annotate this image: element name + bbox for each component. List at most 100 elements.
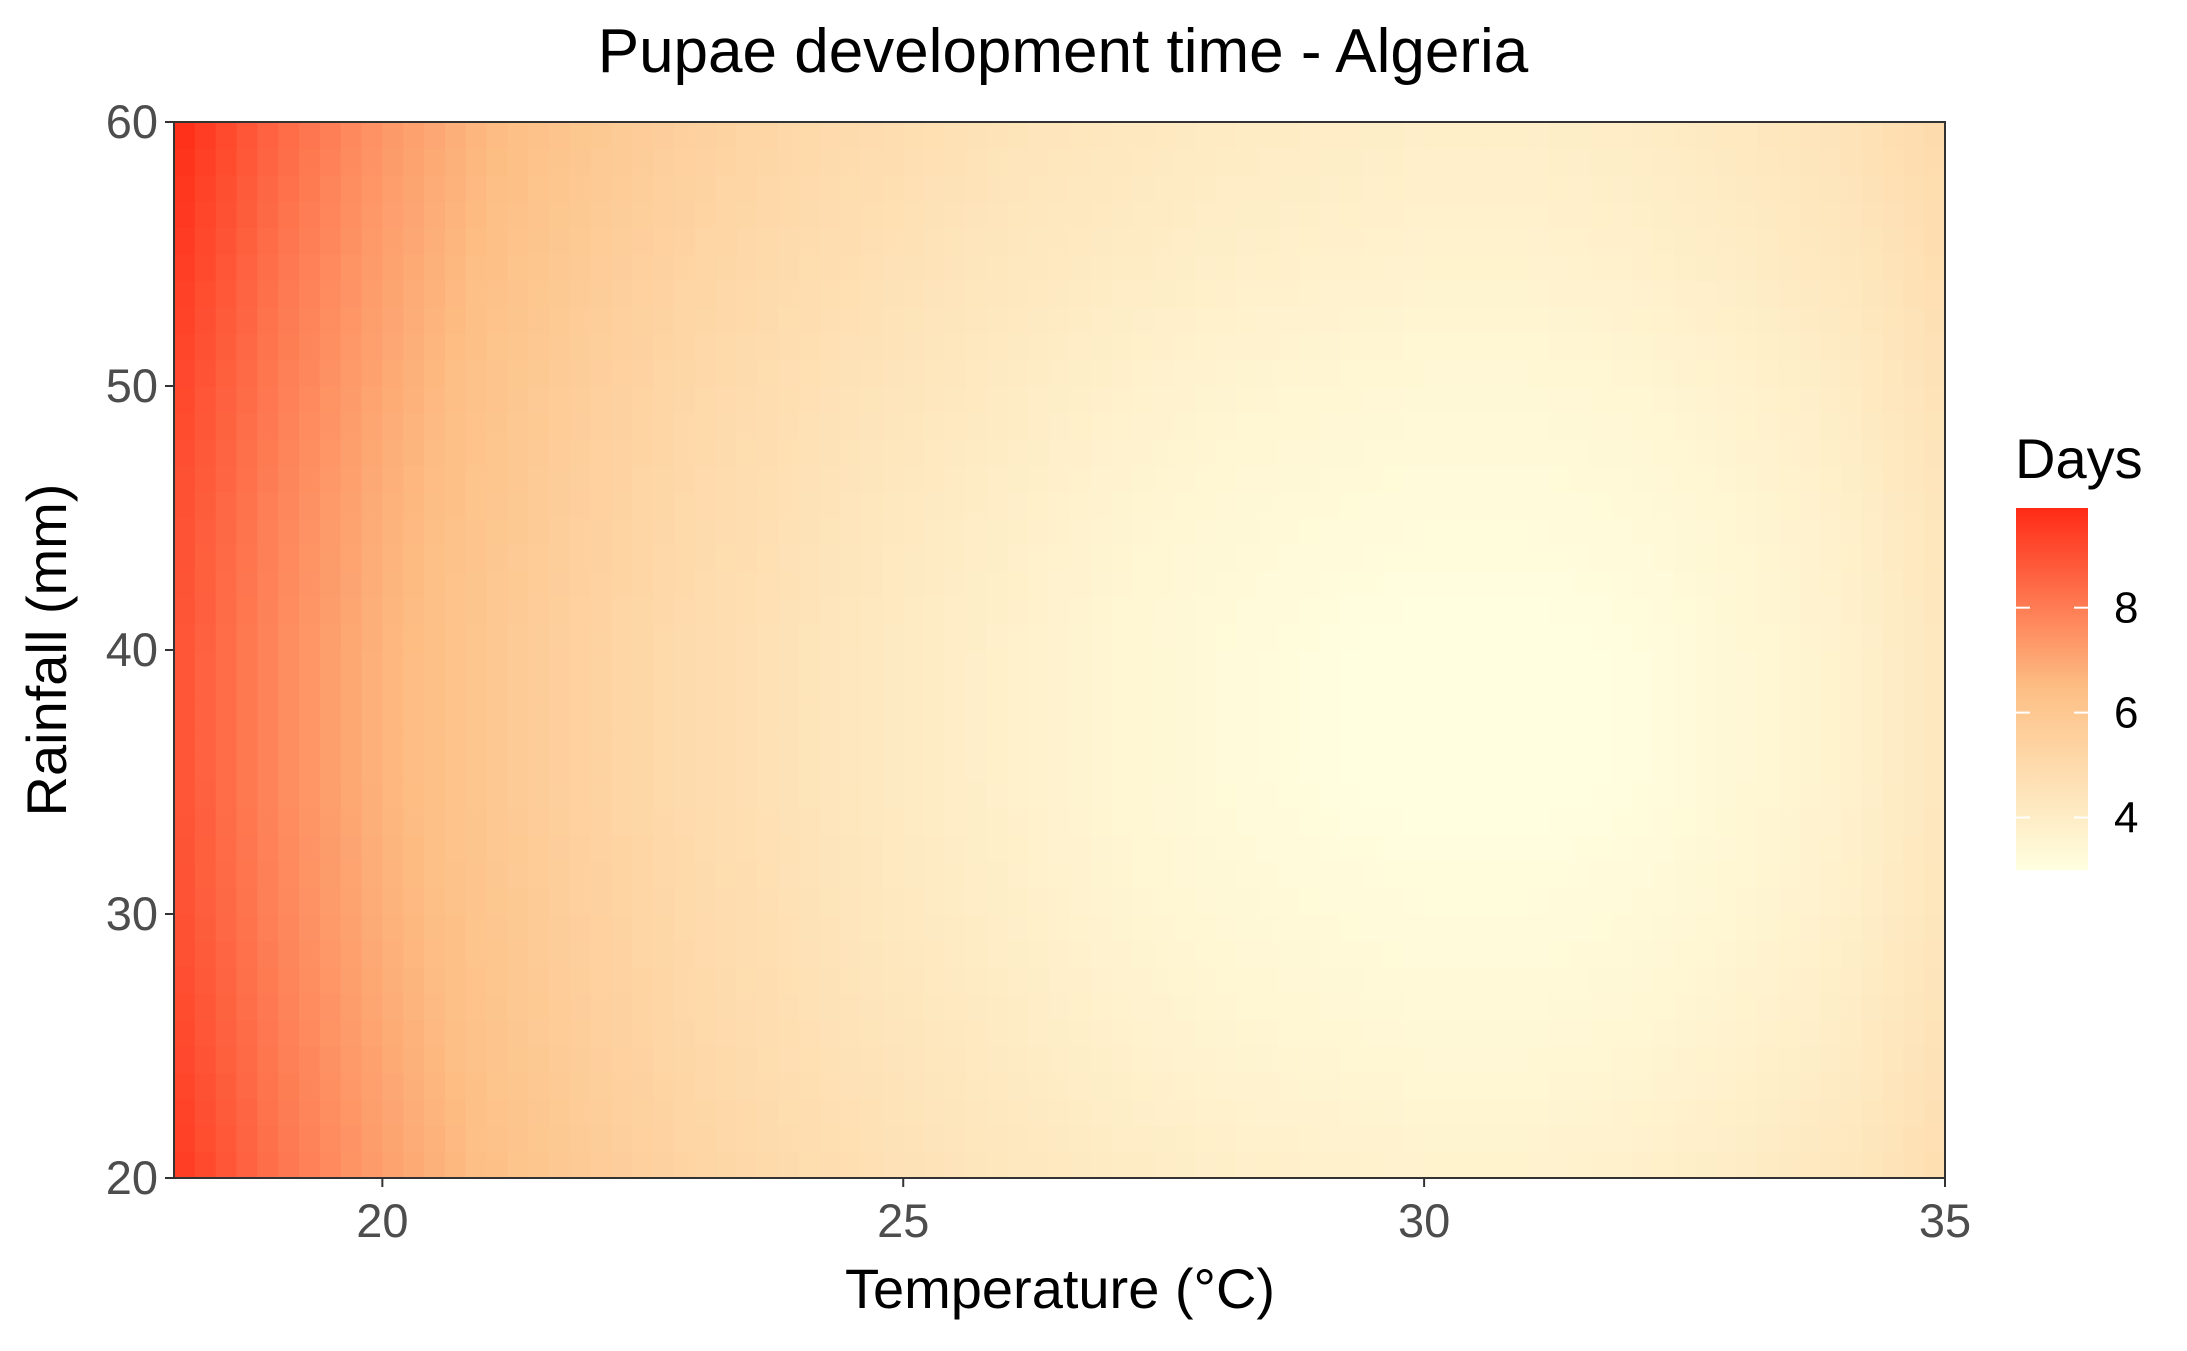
heatmap-cell	[1278, 966, 1300, 994]
heatmap-cell	[236, 359, 258, 387]
heatmap-cell	[569, 386, 592, 413]
heatmap-cell	[903, 201, 925, 229]
heatmap-cell	[1132, 412, 1154, 440]
heatmap-cell	[778, 570, 800, 598]
heatmap-cell	[1007, 676, 1029, 704]
heatmap-cell	[1778, 518, 1800, 545]
heatmap-cell	[1319, 227, 1342, 255]
heatmap-cell	[1736, 148, 1759, 176]
heatmap-cell	[1861, 333, 1884, 361]
heatmap-cell	[1569, 280, 1592, 308]
heatmap-cell	[1444, 702, 1467, 730]
heatmap-cell	[174, 808, 196, 836]
heatmap-cell	[278, 1019, 300, 1047]
heatmap-cell	[1528, 570, 1550, 598]
heatmap-cell	[1236, 1019, 1259, 1047]
heatmap-cell	[257, 465, 279, 493]
heatmap-cell	[1549, 1072, 1571, 1100]
heatmap-cell	[528, 834, 550, 862]
heatmap-cell	[986, 201, 1009, 229]
heatmap-cell	[1319, 702, 1342, 730]
heatmap-cell	[1549, 386, 1571, 413]
heatmap-cell	[549, 887, 571, 915]
heatmap-cell	[1278, 386, 1300, 413]
heatmap-cell	[757, 755, 779, 783]
heatmap-cell	[1049, 570, 1071, 598]
heatmap-cell	[569, 306, 592, 334]
heatmap-cell	[174, 597, 196, 625]
heatmap-cell	[1882, 254, 1904, 281]
heatmap-cell	[1069, 914, 1092, 941]
heatmap-cell	[1069, 966, 1092, 994]
heatmap-cell	[924, 438, 946, 466]
heatmap-cell	[1278, 782, 1300, 809]
heatmap-cell	[1840, 333, 1863, 361]
heatmap-cell	[236, 650, 258, 677]
heatmap-cell	[1528, 993, 1550, 1021]
heatmap-cell	[1715, 518, 1738, 545]
heatmap-cell	[1486, 570, 1509, 598]
heatmap-cell	[1007, 834, 1029, 862]
heatmap-cell	[590, 834, 613, 862]
heatmap-cell	[611, 650, 633, 677]
heatmap-cell	[1424, 254, 1446, 281]
heatmap-cell	[1361, 465, 1384, 493]
heatmap-cell	[965, 1019, 988, 1047]
heatmap-cell	[986, 359, 1009, 387]
heatmap-cell	[1924, 465, 1946, 493]
heatmap-cell	[236, 808, 258, 836]
heatmap-cell	[486, 966, 508, 994]
heatmap-cell	[1736, 702, 1759, 730]
heatmap-cell	[486, 808, 508, 836]
heatmap-cell	[736, 148, 758, 176]
heatmap-cell	[1361, 1098, 1384, 1126]
heatmap-cell	[1444, 174, 1467, 202]
heatmap-cell	[1319, 940, 1342, 968]
heatmap-cell	[1653, 1019, 1675, 1047]
heatmap-cell	[1424, 597, 1446, 625]
heatmap-cell	[1361, 254, 1384, 281]
heatmap-cell	[778, 623, 800, 651]
heatmap-cell	[236, 544, 258, 572]
heatmap-cell	[1632, 1046, 1654, 1073]
heatmap-cell	[340, 1072, 363, 1100]
heatmap-cell	[944, 597, 967, 625]
heatmap-cell	[1757, 1098, 1779, 1126]
heatmap-cell	[1319, 148, 1342, 176]
heatmap-cell	[382, 465, 404, 493]
heatmap-cell	[1486, 491, 1509, 519]
heatmap-cell	[1174, 597, 1196, 625]
heatmap-cell	[1736, 280, 1759, 308]
heatmap-cell	[694, 1151, 717, 1179]
heatmap-cell	[340, 861, 363, 889]
heatmap-cell	[799, 676, 821, 704]
heatmap-cell	[174, 676, 196, 704]
heatmap-cell	[1715, 887, 1738, 915]
heatmap-cell	[1924, 518, 1946, 545]
heatmap-cell	[944, 993, 967, 1021]
heatmap-cell	[340, 755, 363, 783]
heatmap-cell	[819, 887, 842, 915]
heatmap-cell	[986, 148, 1009, 176]
x-tick-label: 25	[877, 1194, 929, 1247]
heatmap-cell	[1507, 808, 1529, 836]
heatmap-cell	[1194, 597, 1217, 625]
heatmap-cell	[403, 1098, 425, 1126]
heatmap-cell	[340, 782, 363, 809]
heatmap-cell	[1299, 1046, 1321, 1073]
heatmap-cell	[465, 333, 488, 361]
heatmap-cell	[1778, 544, 1800, 572]
heatmap-cell	[611, 544, 633, 572]
heatmap-cell	[549, 993, 571, 1021]
heatmap-cell	[674, 808, 696, 836]
heatmap-cell	[1090, 333, 1113, 361]
heatmap-cell	[1111, 1072, 1134, 1100]
heatmap-cell	[1924, 201, 1946, 229]
heatmap-cell	[1778, 438, 1800, 466]
heatmap-cell	[257, 518, 279, 545]
heatmap-cell	[1486, 438, 1509, 466]
heatmap-cell	[1049, 386, 1071, 413]
heatmap-cell	[778, 729, 800, 757]
heatmap-cell	[1194, 702, 1217, 730]
heatmap-cell	[1694, 254, 1717, 281]
